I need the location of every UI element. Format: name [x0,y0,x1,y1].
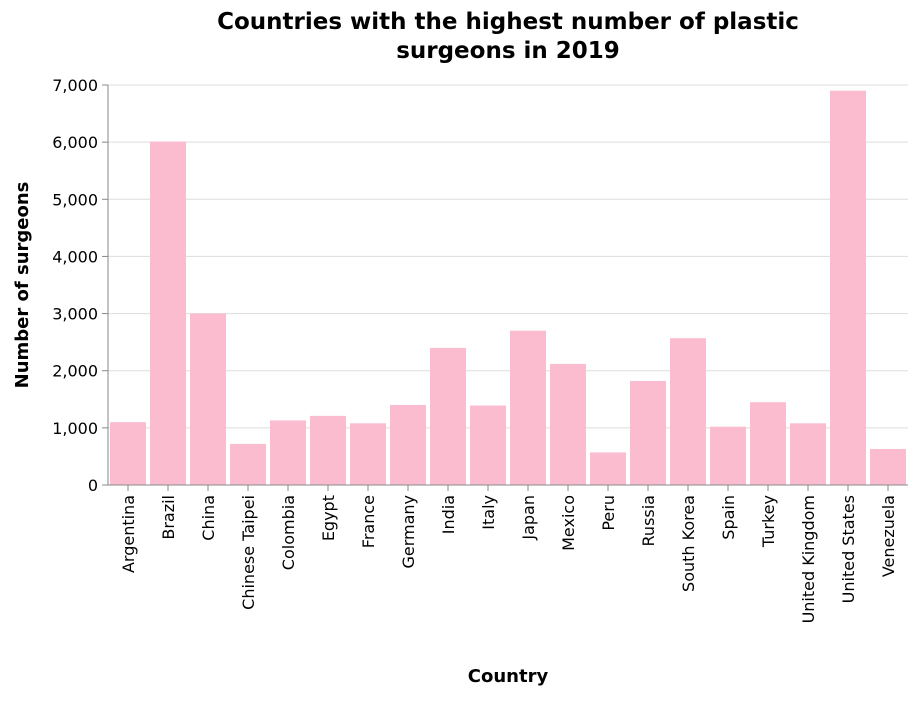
bar-egypt [310,416,346,485]
y-tick-label: 0 [88,476,98,495]
y-axis-title: Number of surgeons [12,182,33,389]
bar-united-kingdom [790,423,826,485]
bar-russia [630,381,666,485]
x-tick-label: Venezuela [879,495,898,577]
y-tick-label: 1,000 [52,419,98,438]
gridlines [108,85,908,485]
x-tick-label: Mexico [559,495,578,551]
y-tick-label: 2,000 [52,362,98,381]
x-tick-label: Russia [639,495,658,546]
bar-chinese-taipei [230,444,266,485]
bar-mexico [550,364,586,485]
bar-brazil [150,142,186,485]
x-tick-label: Germany [399,495,418,569]
x-tick-label: Brazil [159,495,178,540]
x-tick-label: Japan [519,495,538,541]
bar-italy [470,406,506,485]
x-tick-label: South Korea [679,495,698,592]
x-tick-label: Peru [599,495,618,531]
x-tick-label: United Kingdom [799,495,818,623]
bar-france [350,423,386,485]
chart-title-line-1: Countries with the highest number of pla… [217,9,799,35]
x-tick-label: China [199,495,218,541]
bar-germany [390,405,426,485]
bar-peru [590,452,626,485]
bar-turkey [750,402,786,485]
x-tick-label: Egypt [319,495,338,541]
bar-japan [510,331,546,485]
x-tick-label: Turkey [759,495,778,548]
x-tick-label: Argentina [119,495,138,573]
bar-south-korea [670,338,706,485]
y-tick-label: 5,000 [52,190,98,209]
bar-india [430,348,466,485]
y-axis: 0 1,000 2,000 3,000 4,000 5,000 6,000 7,000 [52,76,108,495]
x-tick-label: France [359,495,378,548]
y-tick-label: 4,000 [52,247,98,266]
chart-title-line-2: surgeons in 2019 [396,38,620,64]
x-tick-label: Colombia [279,495,298,570]
x-tick-label: United States [839,495,858,603]
y-tick-label: 3,000 [52,305,98,324]
bar-china [190,314,226,485]
x-tick-label: Spain [719,495,738,540]
bars [110,91,906,485]
bar-venezuela [870,449,906,485]
x-tick-label: Italy [479,495,498,530]
x-axis: Argentina Brazil China Chinese Taipei Colomb… [108,485,908,623]
chart-title: Countries with the highest number of pla… [217,9,799,64]
x-tick-label: Chinese Taipei [239,495,258,610]
x-axis-title: Country [468,666,549,687]
bar-colombia [270,420,306,485]
x-tick-label: India [439,495,458,534]
y-tick-label: 7,000 [52,76,98,95]
bar-argentina [110,422,146,485]
bar-spain [710,427,746,485]
bar-united-states [830,91,866,485]
y-tick-label: 6,000 [52,133,98,152]
